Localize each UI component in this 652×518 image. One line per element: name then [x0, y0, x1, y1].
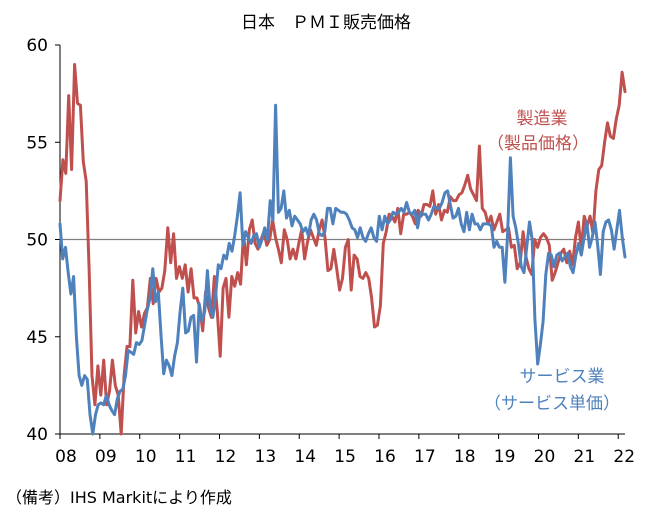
- services-label-line2: （サービス単価）: [484, 394, 620, 414]
- x-tick-labels: 08 09 10 11 12 13 14 15 16 17 18 19 20 21 22: [55, 447, 635, 467]
- x-tick-label: 19: [494, 447, 516, 467]
- y-tick-label: 45: [26, 328, 48, 348]
- x-tick-label: 15: [334, 447, 356, 467]
- series-line-services: [58, 103, 627, 436]
- services-label: サービス業 （サービス単価）: [472, 362, 632, 414]
- y-tick-label: 50: [26, 231, 48, 251]
- x-tick-label: 13: [255, 447, 277, 467]
- x-tick-label: 09: [95, 447, 117, 467]
- x-tick-label: 08: [55, 447, 77, 467]
- y-tick-label: 60: [26, 36, 48, 56]
- x-tick-label: 17: [414, 447, 436, 467]
- source-note: （備考）IHS Markitにより作成: [6, 488, 232, 507]
- x-tick-label: 14: [294, 447, 316, 467]
- y-tick-label: 55: [26, 133, 48, 153]
- x-tick-label: 22: [613, 447, 635, 467]
- x-tick-label: 21: [574, 447, 596, 467]
- x-tick-label: 11: [175, 447, 197, 467]
- manufacturing-label-line1: 製造業: [516, 109, 568, 129]
- x-tick-label: 16: [374, 447, 396, 467]
- manufacturing-label: 製造業 （製品価格）: [487, 104, 589, 154]
- x-tick-label: 12: [215, 447, 237, 467]
- chart-title: 日本 ＰＭＩ販売価格: [241, 13, 411, 33]
- x-tick-label: 20: [534, 447, 556, 467]
- x-tick-label: 18: [454, 447, 476, 467]
- series-lines: [58, 63, 627, 436]
- services-label-line1: サービス業: [519, 367, 605, 387]
- y-tick-label: 40: [26, 425, 48, 445]
- pmi-line-chart: 40 45 50 55 60 08 09 10 11 12 13 14 15 16 17 18 19 20 21 2…: [26, 36, 635, 467]
- x-tick-label: 10: [135, 447, 157, 467]
- y-tick-labels: 40 45 50 55 60: [26, 36, 48, 445]
- manufacturing-label-line2: （製品価格）: [487, 134, 589, 154]
